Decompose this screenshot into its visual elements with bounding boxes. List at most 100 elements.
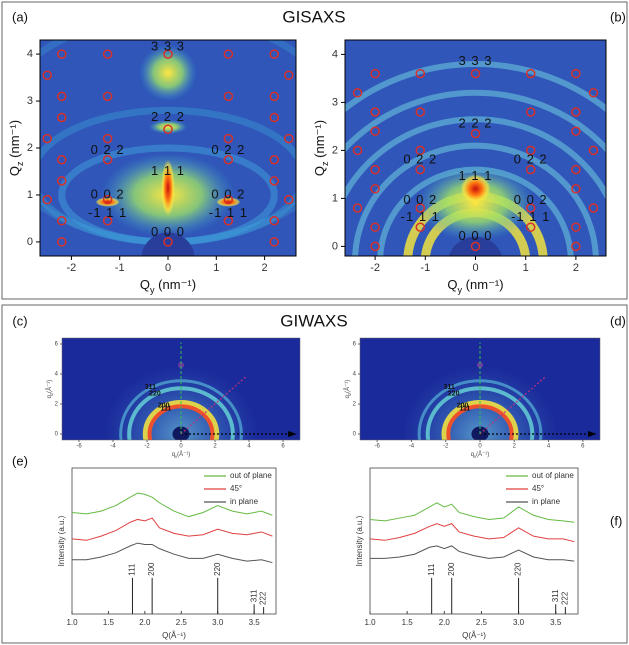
- y-tick-label: 2: [27, 142, 33, 154]
- peak-label: 111: [128, 563, 137, 576]
- x-tick-label: 4: [247, 444, 251, 450]
- x-tick-label: 2: [513, 444, 517, 450]
- x-tick-label: 3.0: [513, 618, 525, 627]
- reflection-label: 0 2 2: [514, 151, 548, 166]
- reflection-label: 2 2 2: [459, 115, 493, 130]
- y-tick-label: 3: [332, 96, 338, 108]
- x-tick-label: 4: [547, 444, 551, 450]
- x-tick-label: -4: [409, 444, 415, 450]
- x-tick-label: -2: [443, 444, 449, 450]
- x-tick-label: 1.5: [103, 618, 115, 627]
- x-tick-label: -1: [420, 262, 430, 274]
- ring-label: 220: [448, 390, 460, 397]
- y-tick-label: 4: [55, 372, 59, 378]
- x-axis-label: Q(Å⁻¹): [462, 631, 486, 640]
- y-axis-label: Intensity (a.u.): [57, 515, 66, 566]
- x-tick-label: 0: [472, 262, 478, 274]
- axis-symbol: Q: [312, 166, 327, 176]
- x-tick-label: 3.5: [550, 618, 562, 627]
- legend-label: 45°: [532, 484, 544, 493]
- x-tick-label: 3.0: [212, 618, 224, 627]
- x-tick-label: -2: [144, 444, 150, 450]
- peak-label: 220: [514, 562, 523, 576]
- axis-label: Qz (nm⁻¹): [312, 120, 330, 176]
- profile-line: [370, 524, 574, 542]
- reflection-label: 2 2 2: [151, 109, 185, 124]
- axes-frame: [72, 468, 276, 614]
- x-tick-label: -6: [374, 444, 380, 450]
- legend-label: 45°: [230, 484, 242, 493]
- peak-label: 222: [259, 591, 268, 605]
- reflection-label: 1 1 1: [151, 163, 185, 178]
- y-tick-label: 4: [27, 48, 33, 60]
- x-axis-label: Q(Å⁻¹): [162, 631, 186, 640]
- peak-label: 111: [427, 563, 436, 576]
- y-tick-label: 6: [55, 342, 59, 348]
- y-tick-label: 0: [55, 432, 59, 438]
- profile-line: [72, 518, 272, 540]
- axis-label: Qz (nm⁻¹): [7, 120, 25, 176]
- axis-label: Qy (nm⁻¹): [447, 277, 503, 295]
- axis-symbol: Q: [7, 166, 22, 176]
- reflection-label: 3 3 3: [151, 38, 185, 53]
- panel-letter: (a): [12, 9, 28, 24]
- reflection-label: 0 0 2: [211, 186, 245, 201]
- gisaxs-title: GISAXS: [282, 7, 345, 26]
- y-tick-label: 3: [27, 95, 33, 107]
- x-tick-label: -1: [115, 262, 125, 274]
- y-tick-label: 0: [353, 432, 357, 438]
- reflection-label: 0 2 2: [403, 151, 437, 166]
- reflection-label: 0 2 2: [211, 142, 245, 157]
- x-tick-label: 0: [179, 444, 183, 450]
- x-tick-label: 2: [573, 262, 579, 274]
- legend-label: in plane: [532, 497, 561, 506]
- x-tick-label: 1.0: [66, 618, 78, 627]
- y-tick-label: 2: [55, 402, 59, 408]
- x-tick-label: 6: [281, 444, 285, 450]
- x-tick-label: 2: [213, 444, 217, 450]
- legend-label: out of plane: [230, 471, 272, 480]
- axis-unit: (Å⁻¹): [46, 380, 53, 393]
- axis-unit: (nm⁻¹): [462, 277, 504, 292]
- peak-label: 311: [249, 589, 258, 602]
- x-tick-label: -2: [67, 262, 77, 274]
- x-tick-label: 2.0: [439, 618, 451, 627]
- axis-symbol: Q: [447, 277, 457, 292]
- x-tick-label: 2.5: [476, 618, 488, 627]
- panel-letter: (f): [610, 513, 622, 528]
- x-tick-label: 3.5: [249, 618, 261, 627]
- x-tick-label: 1.5: [402, 618, 414, 627]
- reflection-label: 1 1 1: [459, 168, 493, 183]
- axis-label: Qy (nm⁻¹): [140, 277, 196, 295]
- axis-label: qz(Å⁻¹): [46, 380, 54, 399]
- x-tick-label: 1: [213, 262, 219, 274]
- peak-label: 200: [447, 562, 456, 576]
- peak-label: 311: [551, 589, 560, 602]
- reflection-label: 0 2 2: [91, 142, 125, 157]
- ring-label: 111: [459, 405, 470, 412]
- ring-label: 111: [161, 405, 172, 412]
- axis-unit: (Å⁻¹): [177, 451, 190, 458]
- y-tick-label: 0: [27, 236, 33, 248]
- reflection-label: -1 1 1: [511, 209, 550, 224]
- legend-label: in plane: [230, 497, 259, 506]
- reflection-label: 0 0 2: [91, 186, 125, 201]
- reflection-label: -1 1 1: [88, 205, 127, 220]
- legend-label: out of plane: [532, 471, 574, 480]
- axis-unit: (nm⁻¹): [7, 120, 22, 162]
- panel-letter: (c): [12, 313, 27, 328]
- y-axis-label: Intensity (a.u.): [355, 515, 364, 566]
- panel-letter: (d): [610, 313, 626, 328]
- y-tick-label: 4: [353, 372, 357, 378]
- reflection-label: 0 0 2: [514, 192, 548, 207]
- ring-label: 220: [149, 390, 161, 397]
- x-tick-label: -4: [110, 444, 116, 450]
- x-tick-label: 2: [262, 262, 268, 274]
- reflection-label: 0 0 0: [151, 224, 185, 239]
- axis-unit: (nm⁻¹): [312, 120, 327, 162]
- axis-symbol: Q: [140, 277, 150, 292]
- y-tick-label: 2: [332, 144, 338, 156]
- panel-letter: (e): [12, 453, 28, 468]
- profile-line: [72, 543, 272, 562]
- axis-label: qx(Å⁻¹): [172, 451, 191, 459]
